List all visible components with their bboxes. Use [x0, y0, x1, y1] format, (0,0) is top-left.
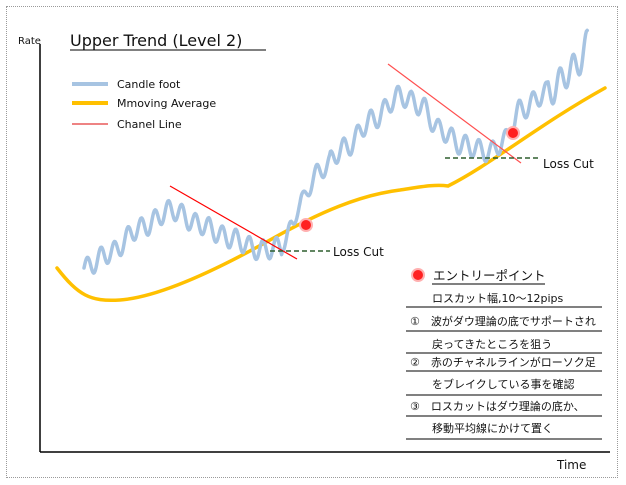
- entry-point-1: [299, 218, 313, 232]
- chart-title: Upper Trend (Level 2): [70, 31, 242, 50]
- channel-line-1: [169, 185, 298, 260]
- x-axis-label: Time: [556, 458, 586, 472]
- channel-line-2: [387, 63, 522, 164]
- note-line-7: 移動平均線にかけて置く: [432, 421, 553, 435]
- note-line-4: ② 赤のチャネルラインがローソク足: [410, 355, 596, 369]
- legend-ma-label: Mmoving Average: [117, 97, 216, 110]
- note-line-5: をブレイクしている事を確認: [432, 377, 574, 391]
- candle-foot-line: [82, 28, 589, 275]
- chart-frame: [6, 6, 618, 478]
- entry-point-legend-dot: [411, 268, 425, 282]
- entry-point-2: [506, 126, 520, 140]
- notes-header: エントリーポイント: [433, 268, 546, 283]
- y-axis-label: Rate: [18, 36, 41, 47]
- legend-candle-label: Candle foot: [117, 78, 181, 91]
- note-line-1: ロスカット幅,10～12pips: [432, 292, 564, 305]
- moving-average-line: [55, 86, 607, 303]
- note-line-6: ③ ロスカットはダウ理論の底か、: [410, 399, 585, 413]
- loss-cut-label-1: Loss Cut: [333, 245, 384, 259]
- note-line-2: ① 波がダウ理論の底でサポートされ: [410, 314, 596, 328]
- legend-channel-label: Chanel Line: [117, 118, 182, 131]
- loss-cut-label-2: Loss Cut: [543, 157, 594, 171]
- note-line-3: 戻ってきたところを狙う: [432, 338, 552, 351]
